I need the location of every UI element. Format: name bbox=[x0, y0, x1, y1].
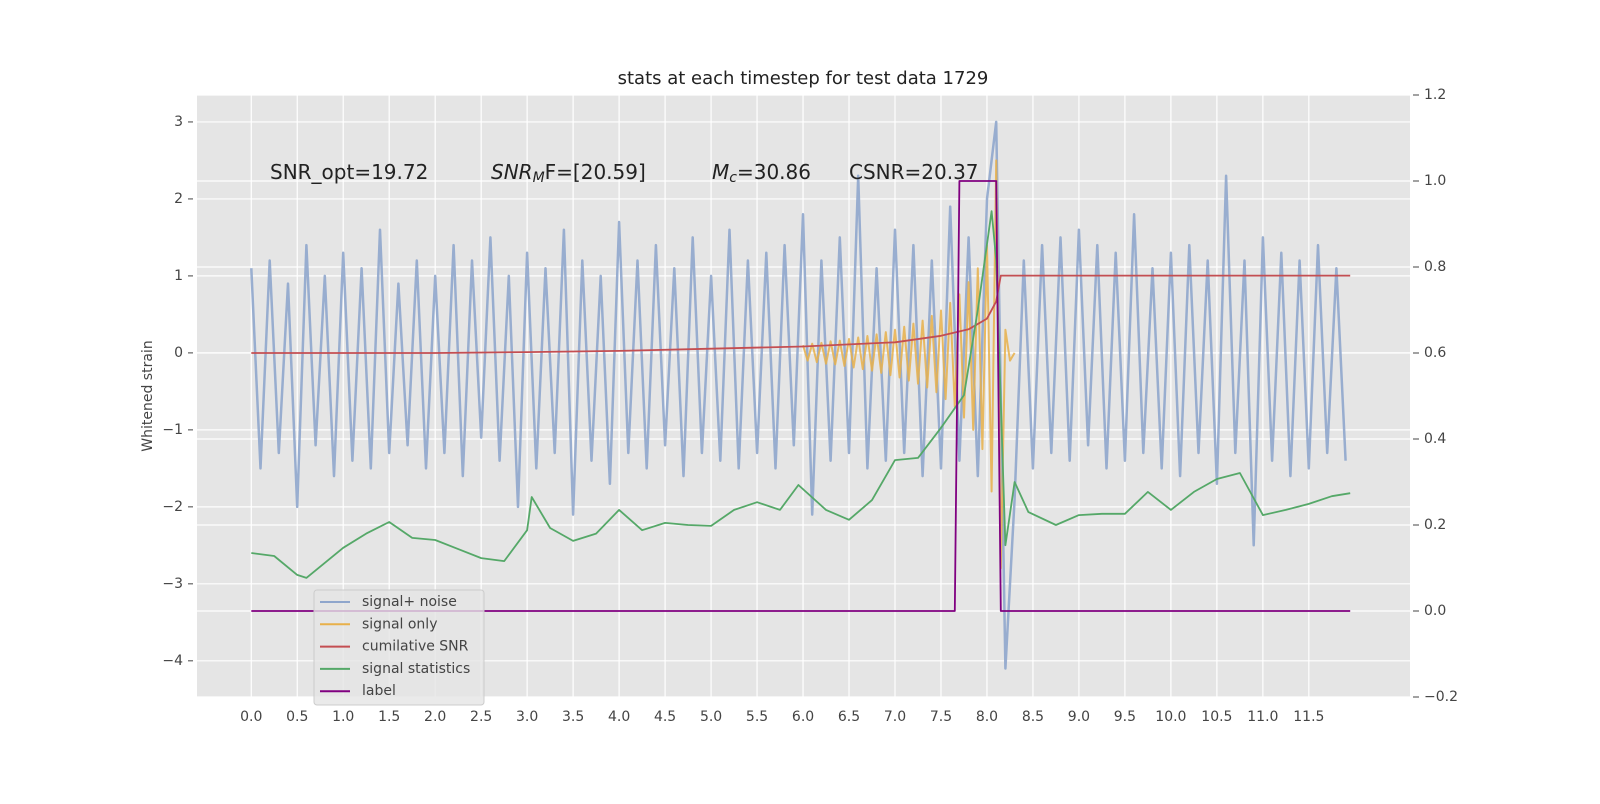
x-tick-label: 8.5 bbox=[1022, 709, 1044, 725]
x-tick-label: 1.0 bbox=[332, 709, 354, 725]
annotation-part: =30.86 bbox=[737, 160, 811, 184]
y-tick-label: −3 bbox=[162, 576, 183, 592]
legend-label: cumilative SNR bbox=[362, 639, 469, 655]
legend-label: signal+ noise bbox=[362, 594, 457, 610]
grid bbox=[197, 94, 1410, 698]
x-tick-label: 9.5 bbox=[1114, 709, 1136, 725]
y-tick-label: 2 bbox=[174, 191, 183, 207]
x-tick-label: 9.0 bbox=[1068, 709, 1090, 725]
annotation: Mc=30.86 bbox=[712, 160, 811, 187]
x-tick-label: 11.0 bbox=[1247, 709, 1278, 725]
x-tick-label: 2.0 bbox=[424, 709, 446, 725]
annotation-part: M bbox=[533, 170, 545, 186]
x-tick-label: 0.5 bbox=[286, 709, 308, 725]
x-tick-label: 2.5 bbox=[470, 709, 492, 725]
annotation-part: F=[20.59] bbox=[545, 160, 646, 184]
legend-label: label bbox=[362, 683, 396, 699]
labels: 0.0 0.5 1.0 1.5 2.0 2.5 3.0 3.5 4.0 4.5 5.0 5.5 6.0 6… bbox=[162, 87, 1458, 725]
legend-label: signal only bbox=[362, 616, 437, 632]
series-line bbox=[251, 274, 1351, 354]
x-tick-label: 0.0 bbox=[240, 709, 262, 725]
x-tick-label: 4.5 bbox=[654, 709, 676, 725]
y2-tick-label: 1.2 bbox=[1424, 87, 1446, 103]
y2-tick-label: 1.0 bbox=[1424, 173, 1446, 189]
legend-label: signal statistics bbox=[362, 661, 470, 677]
x-tick-label: 11.5 bbox=[1293, 709, 1324, 725]
y-tick-label: 0 bbox=[174, 345, 183, 361]
x-tick-label: 10.0 bbox=[1155, 709, 1186, 725]
chart-title: stats at each timestep for test data 172… bbox=[618, 68, 989, 89]
x-tick-label: 1.5 bbox=[378, 709, 400, 725]
x-tick-label: 8.0 bbox=[976, 709, 998, 725]
x-tick-label: 5.0 bbox=[700, 709, 722, 725]
annotation-part: SNR_opt=19.72 bbox=[270, 160, 428, 184]
annotation-part: SNR bbox=[491, 160, 533, 184]
x-tick-label: 6.0 bbox=[792, 709, 814, 725]
y2-tick-label: 0.0 bbox=[1424, 603, 1446, 619]
x-tick-label: 6.5 bbox=[838, 709, 860, 725]
annotation: SNR_opt=19.72 bbox=[270, 160, 428, 184]
y-tick-label: 3 bbox=[174, 114, 183, 130]
legend-box bbox=[313, 589, 485, 706]
y2-tick-label: −0.2 bbox=[1424, 689, 1458, 705]
y2-tick-label: 0.6 bbox=[1424, 345, 1446, 361]
annotation-part: M bbox=[712, 160, 729, 184]
x-tick-label: 10.5 bbox=[1201, 709, 1232, 725]
annotation-part: CSNR=20.37 bbox=[849, 160, 979, 184]
y-tick-label: −4 bbox=[162, 653, 183, 669]
x-tick-label: 4.0 bbox=[608, 709, 630, 725]
x-tick-label: 7.5 bbox=[930, 709, 952, 725]
x-tick-label: 7.0 bbox=[884, 709, 906, 725]
lines bbox=[250, 120, 1351, 670]
y2-tick-label: 0.8 bbox=[1424, 259, 1446, 275]
series-line bbox=[251, 180, 1351, 612]
y2-tick-label: 0.4 bbox=[1424, 431, 1446, 447]
y-tick-label: −2 bbox=[162, 499, 183, 515]
x-tick-label: 5.5 bbox=[746, 709, 768, 725]
x-tick-label: 3.0 bbox=[516, 709, 538, 725]
y-tick-label: 1 bbox=[174, 268, 183, 284]
annotation-part: c bbox=[729, 170, 737, 186]
y-axis-label: Whitened strain bbox=[140, 340, 156, 451]
annotation: SNRMF=[20.59] bbox=[491, 160, 646, 187]
series-line bbox=[250, 120, 1347, 670]
series-line bbox=[802, 159, 1016, 570]
y-tick-label: −1 bbox=[162, 422, 183, 438]
x-tick-label: 3.5 bbox=[562, 709, 584, 725]
series-line bbox=[251, 210, 1351, 579]
y2-tick-label: 0.2 bbox=[1424, 517, 1446, 533]
annotation: CSNR=20.37 bbox=[849, 160, 979, 184]
legend: signal+ noise signal only cumilative SNR si… bbox=[313, 589, 485, 706]
